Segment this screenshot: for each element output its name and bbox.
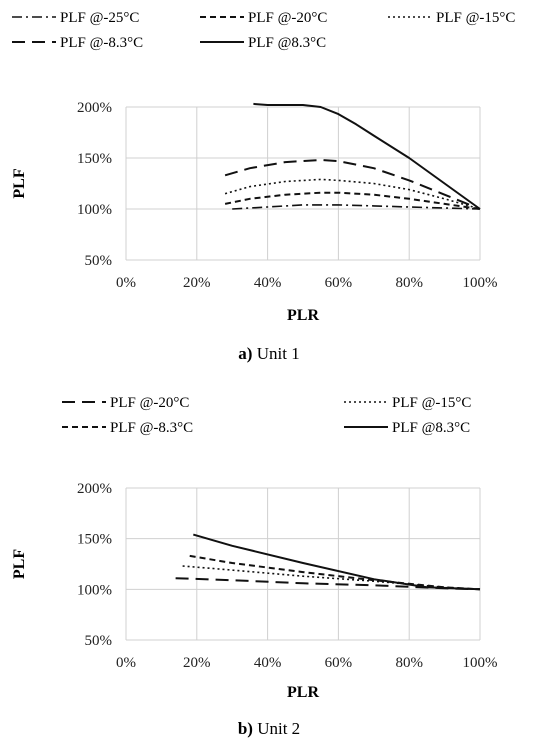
x-tick-label: 100% (463, 275, 498, 291)
series-line (189, 554, 481, 591)
series-line (224, 191, 481, 210)
x-tick-label: 20% (183, 655, 211, 671)
caption-unit-2: b) Unit 2 (0, 719, 538, 739)
x-tick-label: 60% (325, 655, 353, 671)
caption-text: Unit 2 (252, 719, 301, 738)
y-tick-label: 50% (85, 253, 113, 269)
legend-label: PLF @-25°C (60, 10, 139, 26)
legend-label: PLF @-8.3°C (110, 420, 193, 436)
series-line (253, 102, 481, 210)
x-tick-label: 40% (254, 275, 282, 291)
x-tick-label: 0% (116, 655, 136, 671)
x-tick-label: 0% (116, 275, 136, 291)
x-axis-title: PLR (287, 307, 319, 324)
caption-text: Unit 1 (252, 344, 300, 363)
series-line (224, 159, 481, 210)
x-tick-label: 40% (254, 655, 282, 671)
x-tick-label: 80% (395, 275, 423, 291)
x-tick-label: 80% (395, 655, 423, 671)
y-tick-label: 50% (85, 633, 113, 649)
series-line (175, 577, 481, 591)
y-axis-title: PLF (11, 549, 28, 579)
y-axis-title: PLF (11, 168, 28, 198)
legend-label: PLF @-8.3°C (60, 35, 143, 51)
chart-panel-1: 50% 100% 150% 200% 0% 20% 40% 60% 80% 100% PLR PLF P… (11, 10, 515, 324)
caption-label: b) (237, 719, 253, 738)
series-line (232, 204, 481, 210)
legend-label: PLF @-20°C (248, 10, 327, 26)
legend-label: PLF @-20°C (110, 395, 189, 411)
legend-label: PLF @8.3°C (392, 420, 470, 436)
series-line (224, 178, 481, 210)
y-tick-label: 150% (77, 532, 112, 548)
x-axis-title: PLR (287, 684, 319, 701)
chart-panel-2: 50% 100% 150% 200% 0% 20% 40% 60% 80% 100% PLR PLF P… (11, 395, 498, 701)
x-tick-label: 100% (463, 655, 498, 671)
series-line (193, 533, 481, 591)
series-line (182, 565, 481, 591)
legend-label: PLF @-15°C (436, 10, 515, 26)
x-tick-label: 20% (183, 275, 211, 291)
caption-label: a) (238, 344, 253, 363)
legend-label: PLF @-15°C (392, 395, 471, 411)
x-tick-label: 60% (325, 275, 353, 291)
y-tick-label: 100% (77, 202, 112, 218)
y-tick-label: 200% (77, 100, 112, 116)
y-tick-label: 100% (77, 582, 112, 598)
y-tick-label: 150% (77, 151, 112, 167)
caption-unit-1: a) Unit 1 (0, 344, 538, 364)
legend-label: PLF @8.3°C (248, 35, 326, 51)
y-tick-label: 200% (77, 481, 112, 497)
